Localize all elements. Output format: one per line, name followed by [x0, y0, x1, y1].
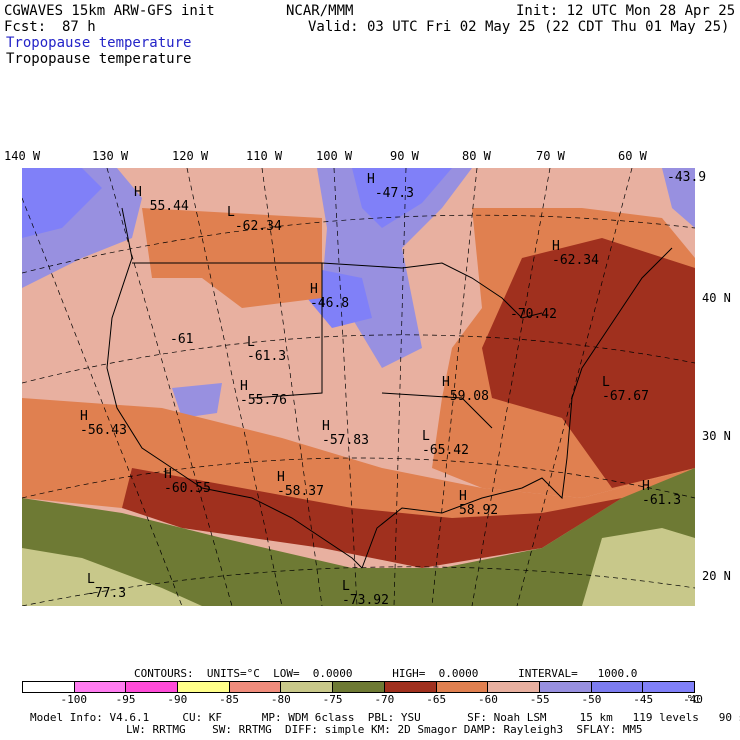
lon-label-100w: 100 W — [316, 149, 353, 163]
color-scale-tick-label: -100 — [60, 693, 88, 706]
field-ne-red — [482, 238, 695, 488]
fcst-value: 87 h — [62, 19, 96, 35]
extremum-label: L -67.67 — [602, 375, 649, 404]
lon-label-90w: 90 W — [390, 149, 419, 163]
color-scale-tick-label: -70 — [374, 693, 395, 706]
fcst-label: Fcst: — [4, 19, 47, 35]
color-scale-swatch — [539, 682, 592, 692]
extremum-label: L -65.42 — [422, 429, 469, 458]
extremum-label: L -77.3 — [87, 572, 127, 601]
extremum-label: -70.42 — [510, 307, 557, 322]
color-scale-tick-label: -45 — [633, 693, 654, 706]
field-nw-warmest — [22, 168, 102, 238]
lat-label-20n: 20 N — [702, 569, 731, 583]
field-south-olive — [22, 468, 695, 606]
extremum-label: H 55.44 — [134, 185, 189, 214]
color-scale-bar — [22, 681, 695, 693]
color-scale-tick-label: -85 — [219, 693, 239, 706]
extremum-label: H -59.08 — [442, 375, 489, 404]
color-scale-tick-label: -80 — [270, 693, 291, 706]
color-scale-tick-label: -55 — [529, 693, 550, 706]
extremum-label: -43.9 — [667, 170, 707, 185]
org-label: NCAR/MMM — [286, 3, 354, 19]
color-scale-tick-label: -95 — [115, 693, 136, 706]
extremum-label: -61 — [170, 332, 194, 347]
color-scale-swatch — [591, 682, 644, 692]
color-scale-swatch — [436, 682, 489, 692]
field-title: Tropopause temperature — [6, 51, 192, 67]
color-scale-swatch — [178, 682, 230, 692]
extremum-label: H -60.55 — [164, 467, 211, 496]
field-se-khaki — [582, 528, 695, 606]
field-ne-purple — [662, 168, 695, 228]
color-scale-swatch — [126, 682, 179, 692]
extremum-label: H -47.3 — [367, 172, 414, 201]
color-scale-tick-label: °C — [686, 693, 700, 706]
model-info-line-2: LW: RRTMG SW: RRTMG DIFF: simple KM: 2D … — [126, 723, 643, 736]
extremum-label: H -55.76 — [240, 379, 287, 408]
init-time: Init: 12 UTC Mon 28 Apr 25 — [516, 3, 736, 19]
color-scale-swatch — [643, 682, 694, 692]
lat-label-30n: 30 N — [702, 429, 731, 443]
lon-label-80w: 80 W — [462, 149, 491, 163]
extremum-label: L -61.3 — [247, 335, 287, 364]
color-scale-tick-label: -90 — [167, 693, 188, 706]
color-scale-swatch — [281, 682, 334, 692]
extremum-label: H -56.43 — [80, 409, 127, 438]
field-south-red — [122, 468, 622, 568]
field-sw-khaki — [22, 548, 202, 606]
extremum-label: H -57.83 — [322, 419, 369, 448]
valid-time: Valid: 03 UTC Fri 02 May 25 (22 CDT Thu … — [308, 19, 730, 35]
color-scale-swatch — [23, 682, 75, 692]
color-scale-tick-label: -40 — [683, 693, 703, 706]
field-north-blue — [352, 168, 452, 228]
model-info-line-1: Model Info: V4.6.1 CU: KF MP: WDM 6class… — [30, 711, 740, 724]
graticule — [21, 167, 696, 607]
field-north-orange — [142, 208, 322, 308]
field-plains-blue — [307, 268, 372, 328]
extremum-label: H -62.34 — [552, 239, 599, 268]
field-sw-purple — [172, 383, 222, 418]
extremum-label: L -73.92 — [342, 579, 389, 608]
color-scale-tick-label: -50 — [581, 693, 602, 706]
extremum-label: H -61.3 — [642, 479, 682, 508]
lon-label-110w: 110 W — [246, 149, 283, 163]
field-title-colored: Tropopause temperature — [6, 35, 192, 51]
extremum-label: H 58.92 — [459, 489, 499, 518]
extremum-label: H -58.37 — [277, 470, 324, 499]
color-scale-tick-label: -60 — [477, 693, 498, 706]
lon-label-70w: 70 W — [536, 149, 565, 163]
color-scale-swatch — [384, 682, 437, 692]
coastlines-borders — [106, 207, 673, 569]
lon-label-60w: 60 W — [618, 149, 647, 163]
lon-label-120w: 120 W — [172, 149, 209, 163]
color-scale-tick-label: -65 — [426, 693, 447, 706]
extremum-label: L -62.34 — [227, 205, 282, 234]
color-scale-tick-label: -75 — [322, 693, 343, 706]
lon-label-130w: 130 W — [92, 149, 129, 163]
contour-info: CONTOURS: UNITS=°C LOW= 0.0000 HIGH= 0.0… — [134, 667, 638, 680]
model-title: CGWAVES 15km ARW-GFS init — [4, 3, 215, 19]
color-scale-swatch — [229, 682, 282, 692]
lat-label-40n: 40 N — [702, 291, 731, 305]
tropopause-temperature-map: H 55.44 L -62.34 H -47.3 -43.9 H -62.34 H… — [21, 167, 706, 608]
lon-label-140w: 140 W — [4, 149, 41, 163]
color-scale-swatch — [74, 682, 127, 692]
extremum-label: H -46.8 — [310, 282, 350, 311]
color-scale-swatch — [333, 682, 385, 692]
map-canvas — [21, 167, 696, 607]
color-scale-swatch — [488, 682, 540, 692]
